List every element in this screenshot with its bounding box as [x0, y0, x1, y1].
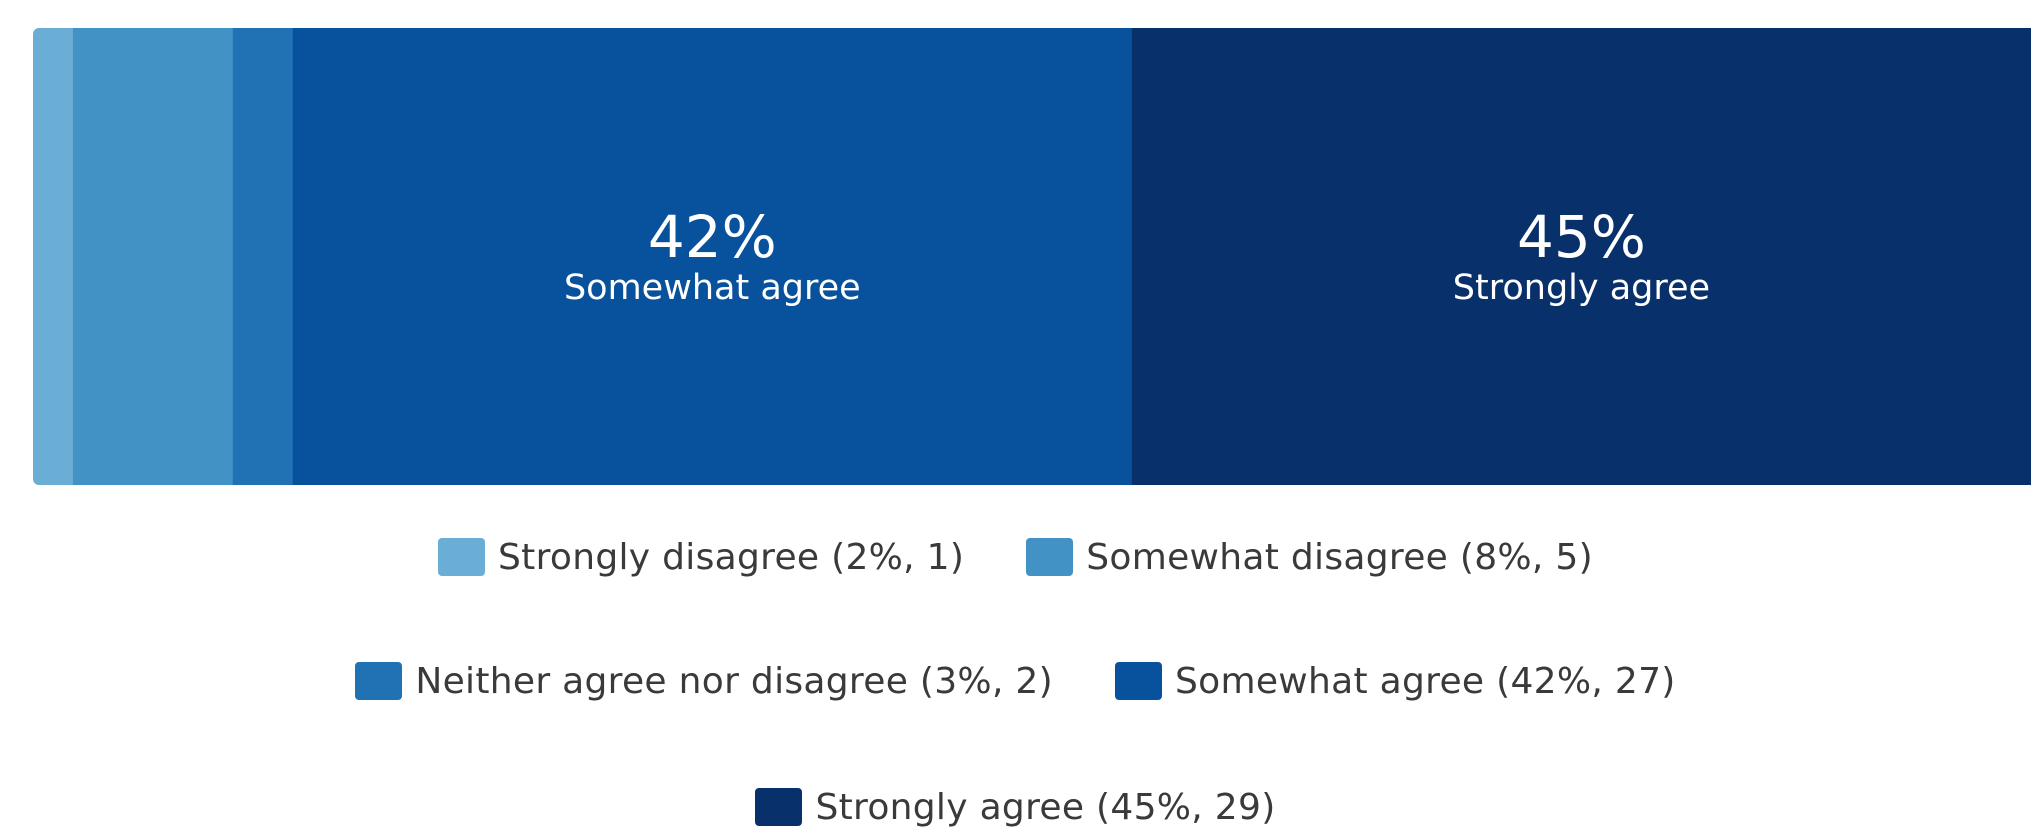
legend-swatch	[438, 538, 486, 576]
legend-swatch	[1114, 662, 1162, 700]
bar-segment-strongly-agree[interactable]	[1131, 28, 2031, 485]
legend-item-strongly-agree[interactable]: Strongly agree (45%, 29)	[755, 785, 1275, 829]
legend-item-neither[interactable]: Neither agree nor disagree (3%, 2)	[355, 659, 1053, 703]
bar-value-label: 45%	[1517, 203, 1646, 271]
legend-row: Strongly agree (45%, 29)	[0, 785, 2031, 829]
bar-segment-neither-agree-nor-disagree[interactable]	[232, 28, 294, 485]
legend-label: Strongly agree (45%, 29)	[815, 786, 1276, 828]
bar-segment-strongly-disagree[interactable]	[33, 28, 74, 485]
legend-label: Somewhat disagree (8%, 5)	[1086, 536, 1593, 578]
chart-svg: 42%Somewhat agree 45%Strongly agree	[33, 28, 2031, 485]
legend-swatch	[755, 788, 803, 826]
legend-label: Strongly disagree (2%, 1)	[498, 536, 965, 578]
bar-segment-somewhat-agree[interactable]	[292, 28, 1133, 485]
bar-category-label: Somewhat agree	[564, 268, 861, 308]
legend-item-somewhat-disagree[interactable]: Somewhat disagree (8%, 5)	[1026, 535, 1593, 579]
legend-swatch	[355, 662, 403, 700]
stacked-bar	[33, 28, 2031, 485]
bar-category-label: Strongly agree	[1453, 268, 1710, 308]
bar-value-label: 42%	[648, 203, 777, 271]
legend-label: Neither agree nor disagree (3%, 2)	[415, 660, 1053, 702]
legend-label: Somewhat agree (42%, 27)	[1174, 660, 1676, 702]
legend-item-strongly-disagree[interactable]: Strongly disagree (2%, 1)	[438, 535, 964, 579]
legend-row: Strongly disagree (2%, 1) Somewhat disag…	[0, 535, 2031, 579]
legend-swatch	[1026, 538, 1074, 576]
legend-item-somewhat-agree[interactable]: Somewhat agree (42%, 27)	[1114, 659, 1676, 703]
bar-segment-somewhat-disagree[interactable]	[72, 28, 234, 485]
legend-row: Neither agree nor disagree (3%, 2) Somew…	[0, 659, 2031, 703]
